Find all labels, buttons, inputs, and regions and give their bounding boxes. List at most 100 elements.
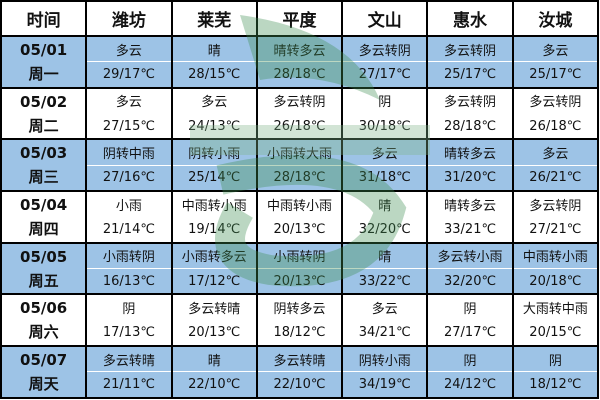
weather-cell: 晴转多云 [426, 138, 514, 166]
weather-cell: 多云转阴 [426, 35, 514, 63]
column-header-city: 惠水 [426, 0, 514, 37]
weather-cell: 阴 [85, 293, 173, 321]
weather-cell: 中雨转小雨 [170, 190, 258, 218]
temperature-cell: 32/20℃ [341, 216, 429, 244]
temperature-cell: 20/13℃ [255, 268, 344, 296]
weekday-label: 周天 [28, 375, 59, 394]
weather-cell: 阴 [426, 345, 514, 373]
temperature-cell: 26/18℃ [511, 113, 600, 141]
weekday-label: 周六 [28, 323, 59, 342]
table-row-weather: 05/04 周四 小雨 中雨转小雨 中雨转小雨晴晴转多云 多云转阴 [0, 190, 600, 244]
date-cell: 05/04 周四 [0, 190, 88, 244]
weather-cell: 晴转多云 [426, 190, 514, 218]
temperature-cell: 25/17℃ [511, 61, 600, 89]
weekday-label: 周三 [28, 168, 59, 187]
temperature-cell: 27/16℃ [85, 164, 173, 193]
weather-cell: 大雨转中雨 [511, 293, 600, 321]
weather-cell: 多云转阴 [255, 86, 344, 115]
date-cell: 05/07 周天 [0, 345, 88, 399]
temperature-cell: 28/15℃ [170, 61, 258, 89]
weather-cell: 多云 [511, 138, 600, 166]
table-row-temperature: 17/13℃ 20/13℃ 18/12℃ 34/21℃ 27/17℃ 20/15℃ [1, 319, 600, 348]
temperature-cell: 31/20℃ [426, 164, 514, 193]
table-row-temperature: 27/16℃ 25/14℃ 28/18℃ 31/18℃ 31/20℃ 26/21℃ [1, 164, 600, 193]
weather-cell: 晴 [170, 35, 258, 63]
temperature-cell: 32/20℃ [426, 268, 514, 296]
temperature-cell: 22/10℃ [170, 371, 258, 400]
weather-cell: 小雨转阴 [85, 241, 173, 270]
temperature-cell: 16/13℃ [85, 268, 173, 296]
column-header-time: 时间 [0, 0, 88, 37]
date-label: 05/03 [20, 144, 68, 163]
column-header-city: 潍坊 [85, 0, 173, 37]
temperature-cell: 17/12℃ [170, 268, 258, 296]
weather-cell: 小雨 [85, 190, 173, 218]
temperature-cell: 24/13℃ [170, 113, 258, 141]
weather-cell: 多云转阴 [511, 190, 600, 218]
temperature-cell: 25/17℃ [426, 61, 514, 89]
weather-cell: 阴 [511, 345, 600, 373]
temperature-cell: 17/13℃ [85, 319, 173, 348]
weather-cell: 多云 [341, 138, 429, 166]
table-row-temperature: 21/11℃ 22/10℃ 22/10℃ 34/19℃ 24/12℃ 18/12℃ [1, 371, 600, 400]
temperature-cell: 21/11℃ [85, 371, 173, 400]
temperature-cell: 29/17℃ [85, 61, 173, 89]
weather-cell: 阴转小雨 [170, 138, 258, 166]
date-cell: 05/01 周一 [0, 35, 88, 89]
date-cell: 05/06 周六 [0, 293, 88, 348]
table-row-weather: 05/05 周五 小雨转阴 小雨转多云 小雨转阴晴多云转小雨 中雨转小雨 [0, 241, 600, 296]
temperature-cell: 28/18℃ [426, 113, 514, 141]
column-header-city: 平度 [255, 0, 344, 37]
temperature-cell: 28/18℃ [255, 164, 344, 193]
weather-cell: 多云转晴 [170, 293, 258, 321]
weather-cell: 多云 [170, 86, 258, 115]
weather-cell: 阴转小雨 [341, 345, 429, 373]
weather-cell: 阴 [341, 86, 429, 115]
weather-cell: 小雨转大雨 [255, 138, 344, 166]
table-row-weather: 05/07 周天 多云转晴晴多云转晴 阴转小雨阴阴 [0, 345, 600, 399]
weekday-label: 周四 [28, 219, 59, 238]
date-label: 05/05 [20, 247, 68, 266]
temperature-cell: 21/14℃ [85, 216, 173, 244]
temperature-cell: 27/17℃ [426, 319, 514, 348]
weekday-label: 周二 [28, 116, 59, 135]
table-row-weather: 05/03 周三 阴转中雨 阴转小雨 小雨转大雨 多云 晴转多云 多云 [0, 138, 600, 193]
date-label: 05/02 [20, 92, 68, 111]
date-label: 05/04 [20, 195, 68, 214]
weather-cell: 多云 [85, 86, 173, 115]
weather-cell: 阴转多云 [255, 293, 344, 321]
weather-cell: 多云 [341, 293, 429, 321]
weather-cell: 晴 [341, 241, 429, 270]
weather-cell: 多云转晴 [255, 345, 344, 373]
temperature-cell: 22/10℃ [255, 371, 344, 400]
weather-cell: 多云转阴 [341, 35, 429, 63]
weekday-label: 周一 [28, 64, 59, 83]
temperature-cell: 20/18℃ [511, 268, 600, 296]
weather-cell: 多云转阴 [511, 86, 600, 115]
column-header-city: 莱芜 [170, 0, 258, 37]
weather-cell: 晴 [341, 190, 429, 218]
temperature-cell: 20/13℃ [170, 319, 258, 348]
weather-cell: 小雨转多云 [170, 241, 258, 270]
temperature-cell: 18/12℃ [511, 371, 600, 400]
table-row-temperature: 29/17℃ 28/15℃ 28/18℃ 27/17℃ 25/17℃ 25/17℃ [1, 61, 600, 89]
weather-cell: 晴 [170, 345, 258, 373]
date-label: 05/06 [20, 299, 68, 318]
date-cell: 05/02 周二 [0, 86, 88, 141]
temperature-cell: 26/18℃ [255, 113, 344, 141]
temperature-cell: 27/21℃ [511, 216, 600, 244]
date-label: 05/07 [20, 351, 68, 370]
temperature-cell: 34/19℃ [341, 371, 429, 400]
temperature-cell: 27/15℃ [85, 113, 173, 141]
weather-cell: 中雨转小雨 [255, 190, 344, 218]
column-header-city: 文山 [341, 0, 429, 37]
weather-cell: 多云转小雨 [426, 241, 514, 270]
table-row-temperature: 16/13℃ 17/12℃ 20/13℃ 33/22℃ 32/20℃ 20/18℃ [1, 268, 600, 296]
temperature-cell: 19/14℃ [170, 216, 258, 244]
table-row-temperature: 27/15℃ 24/13℃ 26/18℃ 30/18℃ 28/18℃ 26/18℃ [1, 113, 600, 141]
date-cell: 05/03 周三 [0, 138, 88, 193]
weather-cell: 小雨转阴 [255, 241, 344, 270]
weather-cell: 多云 [511, 35, 600, 63]
temperature-cell: 30/18℃ [341, 113, 429, 141]
